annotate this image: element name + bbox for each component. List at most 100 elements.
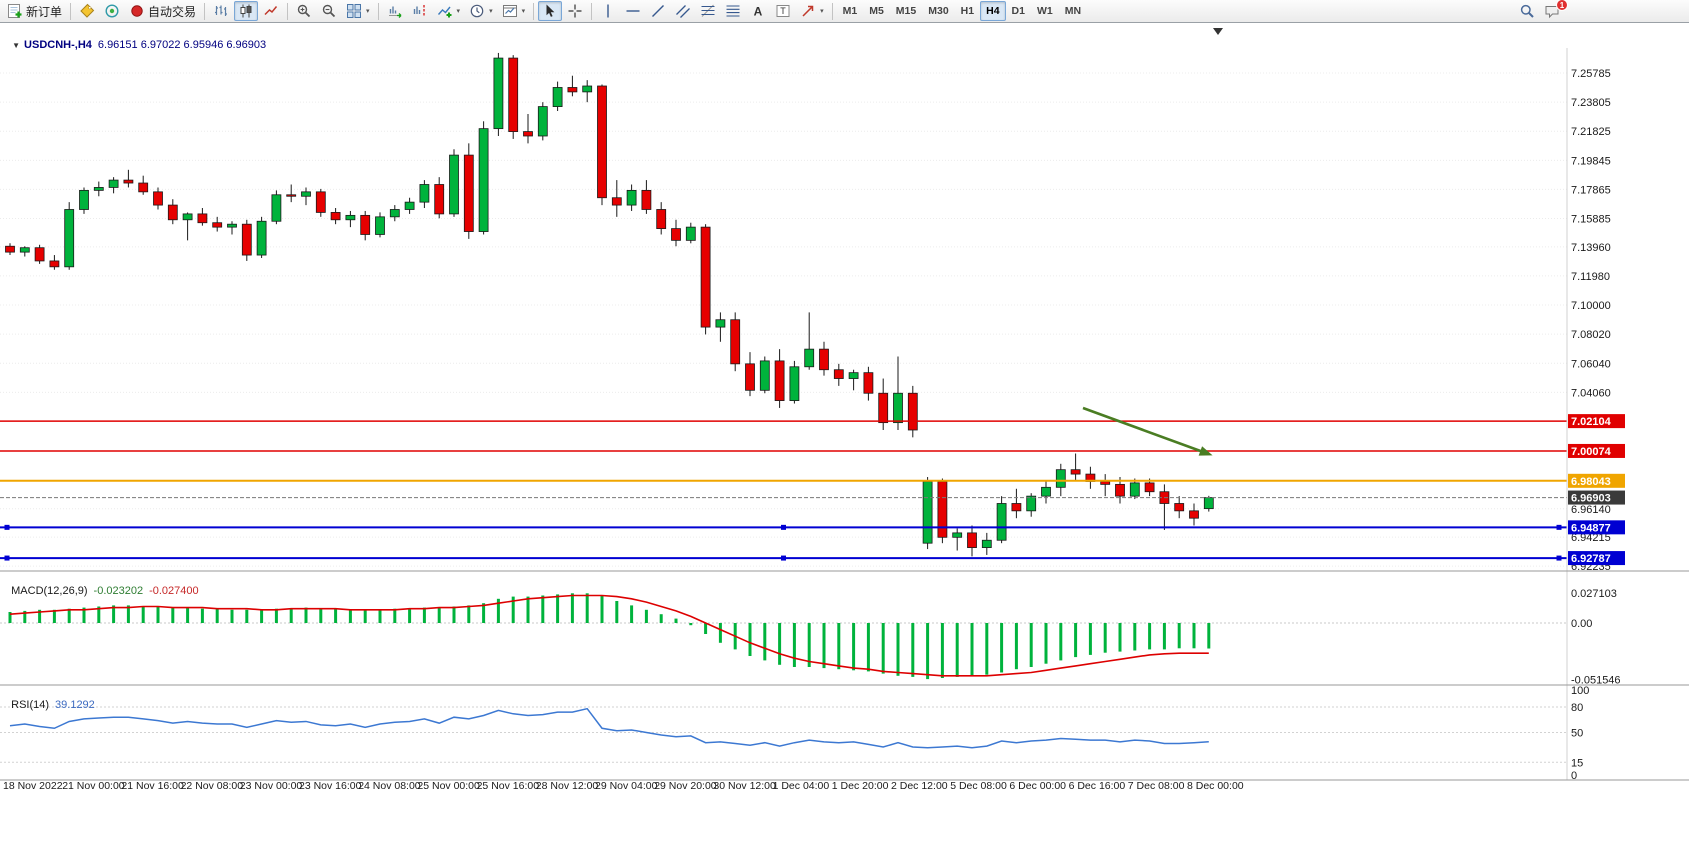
channel-button[interactable] bbox=[671, 1, 695, 21]
time-axis-label: 23 Nov 00:00 bbox=[240, 780, 303, 792]
candle-body bbox=[937, 481, 948, 538]
autoscroll-marker-icon[interactable] bbox=[1213, 28, 1223, 35]
autoscroll-button[interactable] bbox=[383, 1, 407, 21]
candle-body bbox=[789, 366, 800, 401]
arrows-icon bbox=[802, 5, 814, 17]
candle-body bbox=[360, 214, 371, 235]
text-button[interactable]: A bbox=[746, 1, 770, 21]
candle-body bbox=[449, 154, 459, 215]
line-handle[interactable] bbox=[1556, 524, 1562, 530]
line-handle[interactable] bbox=[781, 524, 786, 530]
crosshair-button[interactable] bbox=[563, 1, 587, 21]
dropdown-arrow-icon: ▾ bbox=[489, 8, 493, 15]
line-handle[interactable] bbox=[781, 555, 786, 561]
zoom-out-button[interactable] bbox=[317, 1, 341, 21]
zoom-in-button[interactable] bbox=[292, 1, 316, 21]
candle-body bbox=[167, 204, 178, 221]
notification-badge: 1 bbox=[1556, 0, 1568, 11]
search-button[interactable] bbox=[1515, 1, 1539, 21]
templates-button[interactable]: ▾ bbox=[498, 1, 530, 21]
candle-body bbox=[1129, 482, 1140, 497]
time-axis-label: 2 Dec 12:00 bbox=[891, 780, 948, 792]
timeframe-d1-button[interactable]: D1 bbox=[1006, 1, 1031, 21]
trend-arrow[interactable] bbox=[1082, 406, 1207, 455]
timeframe-m1-button[interactable]: M1 bbox=[837, 1, 864, 21]
timeframe-m15-button[interactable]: M15 bbox=[890, 1, 922, 21]
data-window-button[interactable] bbox=[100, 1, 124, 21]
cursor-button[interactable] bbox=[538, 1, 563, 21]
timeframe-h4-button[interactable]: H4 bbox=[980, 1, 1006, 21]
search-icon bbox=[1520, 4, 1534, 18]
candle-body bbox=[952, 532, 963, 538]
rsi-axis-label: 100 bbox=[1571, 685, 1589, 697]
autoscroll-icon bbox=[388, 6, 402, 18]
candle-body bbox=[1203, 497, 1214, 510]
chart-high: 6.97022 bbox=[140, 39, 181, 51]
line-handle[interactable] bbox=[4, 524, 10, 530]
svg-text:A: A bbox=[754, 5, 763, 19]
dropdown-arrow-icon: ▾ bbox=[366, 8, 370, 15]
timeframe-m5-button[interactable]: M5 bbox=[863, 1, 890, 21]
price-tag bbox=[1568, 520, 1625, 535]
chart-area[interactable]: 7.25785 7.23805 7.21825 7.19845 7.17865 7.158… bbox=[0, 23, 1689, 860]
new-order-label: 新订单 bbox=[26, 4, 63, 19]
candle-body bbox=[182, 213, 193, 221]
timeframe-m30-button[interactable]: M30 bbox=[922, 1, 954, 21]
time-axis-label: 18 Nov 2022 bbox=[3, 780, 63, 792]
tile-windows-button[interactable]: ▾ bbox=[342, 1, 374, 21]
time-axis-label: 6 Dec 16:00 bbox=[1069, 780, 1126, 792]
line-handle[interactable] bbox=[4, 555, 10, 561]
chart-collapse-icon[interactable]: ▼ bbox=[12, 41, 21, 50]
timeframe-mn-button[interactable]: MN bbox=[1059, 1, 1087, 21]
notifications-button[interactable]: 1 bbox=[1540, 0, 1568, 21]
price-tag bbox=[1568, 490, 1625, 505]
price-axis-label: 7.06040 bbox=[1571, 358, 1611, 370]
chart-shift-button[interactable] bbox=[408, 1, 432, 21]
new-order-button[interactable]: 新订单 bbox=[3, 1, 66, 21]
candle-body bbox=[493, 57, 504, 130]
candle-body bbox=[774, 360, 785, 401]
candles-icon bbox=[240, 4, 252, 18]
trend-arrow-head[interactable] bbox=[1198, 446, 1213, 456]
candle-body bbox=[1189, 510, 1199, 519]
candle-body bbox=[79, 189, 89, 210]
rsi-axis-label: 0 bbox=[1571, 770, 1577, 782]
timeframe-group: M1 M5 M15 M30 H1 H4 D1 W1 MN bbox=[837, 1, 1087, 21]
candle-body bbox=[745, 363, 755, 391]
dropdown-arrow-icon: ▾ bbox=[456, 8, 461, 15]
time-axis-label: 24 Nov 08:00 bbox=[358, 780, 421, 792]
bars-chart-button[interactable] bbox=[209, 1, 233, 21]
arrows-button[interactable]: ▾ bbox=[796, 1, 828, 21]
vertical-line-button[interactable] bbox=[596, 1, 620, 21]
trendline-button[interactable] bbox=[646, 1, 670, 21]
line-chart-icon bbox=[264, 6, 278, 16]
price-axis-label: 7.13960 bbox=[1571, 242, 1611, 254]
price-axis-label: 6.94215 bbox=[1571, 532, 1611, 544]
templates-icon bbox=[502, 5, 517, 17]
price-tag-label: 7.00074 bbox=[1571, 446, 1612, 458]
timeframe-w1-button[interactable]: W1 bbox=[1031, 1, 1059, 21]
candles-chart-button[interactable] bbox=[234, 1, 259, 21]
price-axis-label: 7.15885 bbox=[1571, 214, 1611, 226]
periods-button[interactable]: ▾ bbox=[465, 1, 497, 21]
time-axis-label: 25 Nov 00:00 bbox=[417, 780, 480, 792]
macd-axis-label: 0.00 bbox=[1571, 618, 1592, 630]
candle-body bbox=[389, 209, 400, 218]
indicators-button[interactable]: ▾ bbox=[433, 1, 465, 21]
candle-body bbox=[434, 184, 445, 215]
candle-body bbox=[34, 247, 45, 262]
fibonacci-button[interactable] bbox=[696, 1, 720, 21]
horizontal-line-button[interactable] bbox=[621, 1, 645, 21]
candle-body bbox=[463, 154, 474, 232]
line-chart-button[interactable] bbox=[259, 1, 283, 21]
line-handle[interactable] bbox=[1556, 555, 1562, 561]
market-watch-button[interactable] bbox=[75, 1, 99, 21]
macd-signal-line bbox=[9, 594, 1209, 677]
text-label-button[interactable]: T bbox=[771, 1, 795, 21]
time-axis-label: 6 Dec 00:00 bbox=[1009, 780, 1066, 792]
candle-body bbox=[1144, 482, 1155, 493]
candle-body bbox=[567, 87, 578, 93]
timeframe-h1-button[interactable]: H1 bbox=[955, 1, 980, 21]
levels-button[interactable] bbox=[721, 1, 745, 21]
autotrade-button[interactable]: 自动交易 bbox=[125, 1, 200, 21]
